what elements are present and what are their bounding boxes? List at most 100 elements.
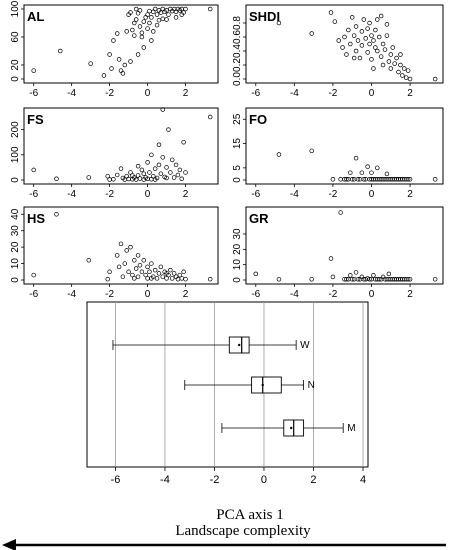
data-point <box>154 12 160 17</box>
data-point <box>152 267 158 273</box>
data-point <box>141 171 147 176</box>
data-point <box>101 73 107 78</box>
y-tick-label: 10 <box>10 258 21 270</box>
data-point <box>160 155 166 160</box>
y-tick-label: 0.4 <box>232 44 243 58</box>
data-point <box>348 273 353 278</box>
data-point <box>179 12 184 17</box>
data-point <box>338 177 343 182</box>
x-tick-label: 4 <box>360 474 366 486</box>
x-tick-label: -4 <box>290 189 299 200</box>
data-point <box>116 264 122 270</box>
data-point <box>398 52 403 57</box>
panel-frame <box>23 4 219 84</box>
data-point <box>124 248 129 253</box>
data-point <box>405 276 411 282</box>
data-point <box>384 171 390 177</box>
data-point <box>111 38 116 43</box>
data-point <box>124 29 129 34</box>
y-tick-label: 0 <box>232 177 243 183</box>
left-arrow <box>2 539 446 550</box>
data-point <box>168 170 173 175</box>
data-point <box>88 61 93 66</box>
data-point <box>152 6 158 12</box>
data-point <box>207 6 213 12</box>
data-point <box>207 114 213 120</box>
data-point <box>378 54 384 59</box>
x-tick-label: -2 <box>210 474 220 486</box>
data-point <box>164 175 169 181</box>
data-point <box>152 177 158 182</box>
data-point <box>143 272 148 278</box>
data-point <box>407 177 413 182</box>
data-point <box>183 170 188 175</box>
data-point <box>132 20 137 26</box>
data-point <box>154 276 160 281</box>
data-point <box>156 142 162 147</box>
data-point <box>54 212 59 217</box>
y-tick-label: 0.0 <box>232 72 243 86</box>
data-point <box>132 33 137 38</box>
panel-label: FS <box>27 112 44 127</box>
data-point <box>367 276 372 282</box>
data-point <box>139 167 145 173</box>
y-tick-label: 100 <box>10 146 21 163</box>
x-tick-label: 2 <box>183 289 189 300</box>
x-tick-label: -2 <box>328 289 337 300</box>
data-point <box>133 266 139 271</box>
data-point <box>58 48 63 54</box>
data-point <box>371 38 376 43</box>
data-point <box>154 22 160 28</box>
data-point <box>183 6 188 12</box>
data-point <box>349 276 355 282</box>
data-point <box>107 177 112 182</box>
data-point <box>105 276 110 282</box>
data-point <box>173 15 179 20</box>
data-point <box>141 45 147 50</box>
data-point <box>31 272 36 278</box>
data-point <box>384 22 390 27</box>
data-point <box>122 62 128 68</box>
panel-frame <box>245 206 444 285</box>
data-point <box>114 31 120 36</box>
mean-marker <box>261 383 264 387</box>
data-point <box>398 62 403 68</box>
data-point <box>353 155 359 161</box>
data-point <box>118 241 124 247</box>
data-point <box>166 127 171 132</box>
data-point <box>156 271 162 276</box>
data-point <box>164 271 169 276</box>
x-tick-label: -4 <box>67 88 76 99</box>
data-point <box>169 157 175 163</box>
box-n: N <box>184 376 315 394</box>
data-point <box>137 176 143 181</box>
axis-annotation: Landscape complexity <box>175 523 311 539</box>
data-point <box>394 55 399 61</box>
data-point <box>365 50 370 55</box>
data-point <box>183 276 188 282</box>
data-point <box>107 269 112 275</box>
data-point <box>128 244 133 250</box>
data-point <box>149 152 154 158</box>
data-point <box>309 276 314 282</box>
data-point <box>353 24 359 29</box>
x-tick-label: -4 <box>67 289 76 300</box>
data-point <box>344 52 349 57</box>
data-point <box>173 162 179 168</box>
data-point <box>105 173 110 179</box>
data-point <box>139 269 145 275</box>
panel-label: AL <box>27 9 44 24</box>
data-point <box>31 167 36 173</box>
data-point <box>171 175 177 180</box>
data-point <box>135 163 141 169</box>
data-point <box>149 261 154 266</box>
data-point <box>149 276 154 281</box>
data-point <box>171 271 177 276</box>
data-point <box>135 274 141 279</box>
data-point <box>382 47 388 52</box>
x-tick-label: -4 <box>290 88 299 99</box>
y-tick-label: 0 <box>10 177 21 183</box>
data-point <box>405 177 411 182</box>
box-m: M <box>221 419 356 437</box>
